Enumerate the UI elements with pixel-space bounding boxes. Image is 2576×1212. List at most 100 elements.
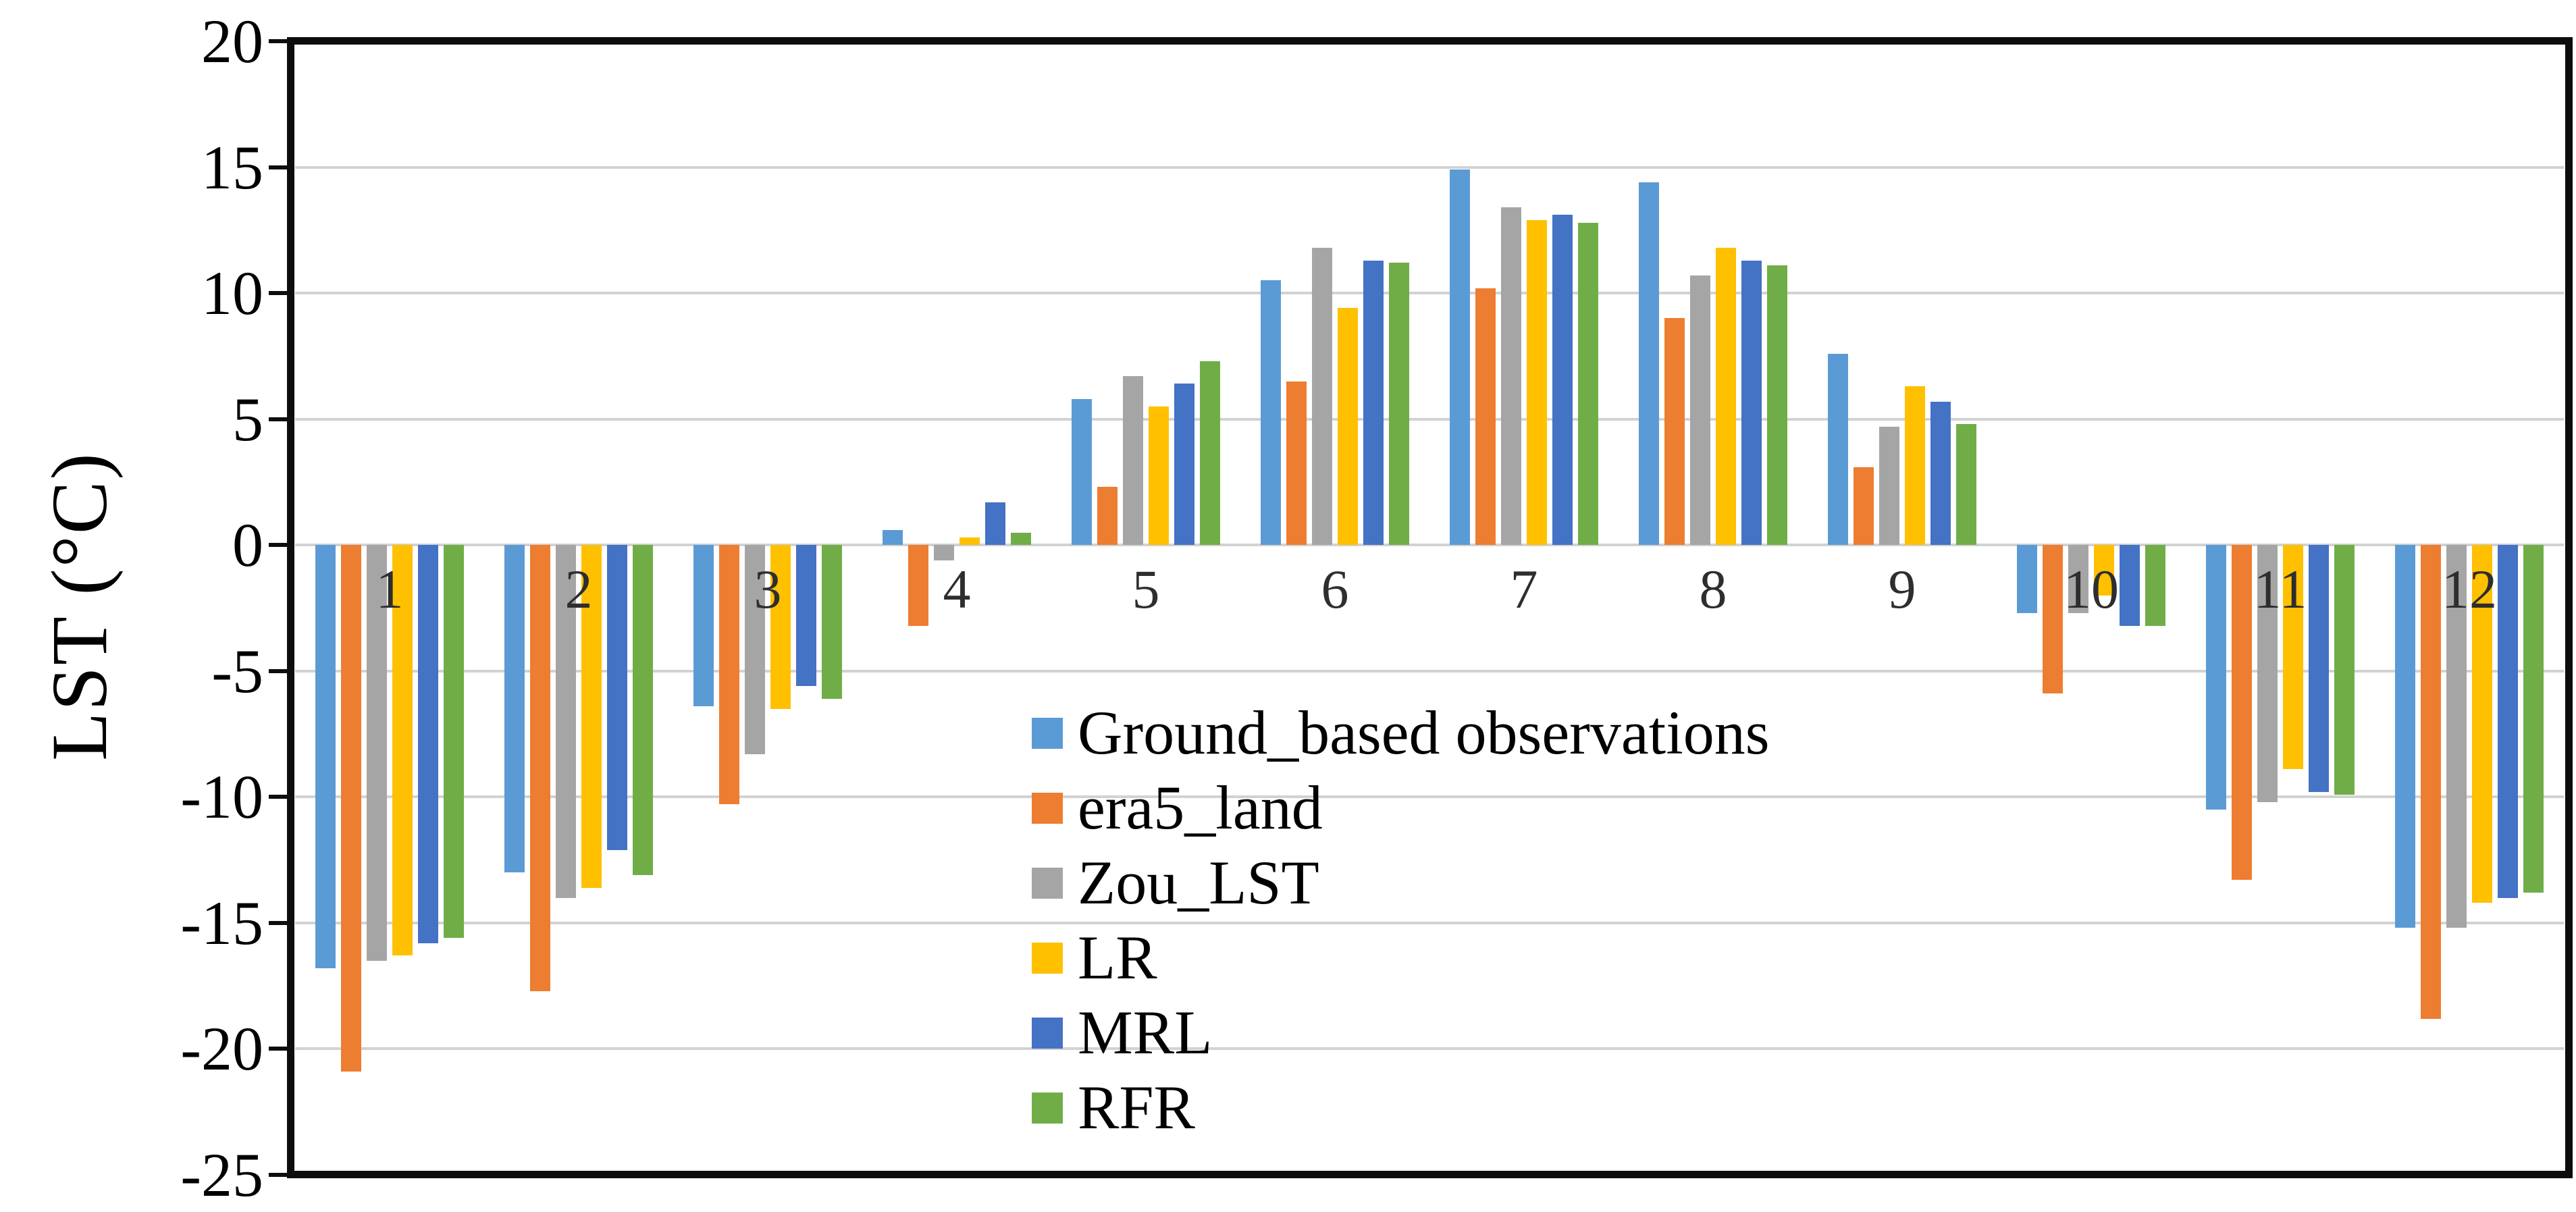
bar-rfr-month-9 xyxy=(1956,424,1976,546)
bar-era5-land-month-3 xyxy=(719,545,739,805)
legend-swatch-icon xyxy=(1032,942,1063,974)
legend-label: RFR xyxy=(1078,1073,1195,1142)
bar-era5-land-month-9 xyxy=(1854,467,1874,546)
y-tick-mark xyxy=(269,39,289,43)
gridline--5 xyxy=(295,669,2564,673)
plot-area xyxy=(287,37,2573,1178)
legend-item-era5-land: era5_land xyxy=(1032,776,1770,840)
bar-ground-based-observations-month-7 xyxy=(1450,169,1470,546)
gridline--15 xyxy=(295,921,2564,924)
y-tick-label: -5 xyxy=(211,636,263,706)
legend-swatch-icon xyxy=(1032,1092,1063,1124)
bar-era5-land-month-11 xyxy=(2232,545,2252,880)
bar-ground-based-observations-month-8 xyxy=(1639,182,1659,546)
bar-ground-based-observations-month-6 xyxy=(1261,280,1281,546)
y-tick-mark xyxy=(269,291,289,296)
legend-item-lr: LR xyxy=(1032,926,1770,990)
legend-label: LR xyxy=(1078,923,1157,992)
y-tick-label: 15 xyxy=(201,132,263,202)
x-tick-label-1: 1 xyxy=(375,558,404,621)
bar-era5-land-month-12 xyxy=(2421,545,2441,1019)
y-tick-mark xyxy=(269,795,289,799)
bar-lr-month-4 xyxy=(960,537,980,546)
bar-lr-month-6 xyxy=(1338,308,1358,546)
bar-lr-month-1 xyxy=(392,545,413,956)
bar-rfr-month-4 xyxy=(1011,532,1031,546)
bar-lr-month-2 xyxy=(581,545,602,888)
bar-lr-month-3 xyxy=(770,545,791,709)
bar-ground-based-observations-month-11 xyxy=(2206,545,2226,810)
bar-ground-based-observations-month-4 xyxy=(883,529,903,546)
y-tick-mark xyxy=(269,668,289,673)
bar-lr-month-9 xyxy=(1905,386,1925,546)
y-axis-title: LST (°C) xyxy=(35,452,124,761)
bar-mrl-month-4 xyxy=(985,502,1005,546)
bar-rfr-month-2 xyxy=(633,545,653,875)
bar-mrl-month-9 xyxy=(1930,401,1951,546)
bar-rfr-month-7 xyxy=(1578,222,1598,546)
bar-rfr-month-1 xyxy=(444,545,464,939)
y-tick-label: -20 xyxy=(180,1014,263,1084)
bar-zou-lst-month-8 xyxy=(1690,275,1710,546)
y-tick-label: -25 xyxy=(180,1140,263,1209)
bar-rfr-month-6 xyxy=(1389,263,1409,546)
x-tick-label-11: 11 xyxy=(2253,558,2307,621)
bar-lr-month-5 xyxy=(1149,406,1169,546)
bar-mrl-month-3 xyxy=(796,545,816,687)
legend: Ground_based observations era5_land Zou_LS… xyxy=(1032,701,1770,1151)
bar-zou-lst-month-2 xyxy=(556,545,576,898)
legend-item-zou-lst: Zou_LST xyxy=(1032,851,1770,915)
gridline--20 xyxy=(295,1047,2564,1051)
x-tick-label-2: 2 xyxy=(564,558,593,621)
bar-mrl-month-2 xyxy=(607,545,627,850)
bar-era5-land-month-7 xyxy=(1475,288,1496,546)
bar-mrl-month-8 xyxy=(1741,260,1762,546)
bar-zou-lst-month-9 xyxy=(1879,426,1899,546)
bar-lr-month-7 xyxy=(1527,219,1547,546)
y-tick-label: -10 xyxy=(180,762,263,832)
y-tick-mark xyxy=(269,920,289,925)
x-tick-label-4: 4 xyxy=(943,558,971,621)
bar-ground-based-observations-month-10 xyxy=(2017,545,2037,613)
bar-rfr-month-10 xyxy=(2145,545,2165,626)
bar-era5-land-month-5 xyxy=(1097,487,1118,546)
legend-swatch-icon xyxy=(1032,1017,1063,1049)
bar-lr-month-10 xyxy=(2094,545,2114,596)
x-tick-label-9: 9 xyxy=(1888,558,1916,621)
gridline-0 xyxy=(295,544,2564,547)
gridline--10 xyxy=(295,795,2564,799)
bar-zou-lst-month-12 xyxy=(2446,545,2467,928)
bar-lr-month-8 xyxy=(1716,247,1736,546)
bar-rfr-month-5 xyxy=(1200,361,1220,546)
bar-ground-based-observations-month-2 xyxy=(504,545,525,873)
y-tick-mark xyxy=(269,417,289,421)
bar-rfr-month-3 xyxy=(822,545,842,699)
bar-zou-lst-month-4 xyxy=(934,545,954,560)
gridline-10 xyxy=(295,292,2564,295)
bar-ground-based-observations-month-5 xyxy=(1072,398,1092,546)
legend-swatch-icon xyxy=(1032,717,1063,749)
legend-swatch-icon xyxy=(1032,792,1063,824)
bar-mrl-month-12 xyxy=(2498,545,2518,898)
x-tick-label-6: 6 xyxy=(1321,558,1349,621)
bar-era5-land-month-2 xyxy=(530,545,550,991)
bar-era5-land-month-1 xyxy=(341,545,361,1072)
legend-item-ground-based-observations: Ground_based observations xyxy=(1032,701,1770,765)
bar-era5-land-month-10 xyxy=(2043,545,2063,694)
y-tick-mark xyxy=(269,1047,289,1051)
bar-mrl-month-10 xyxy=(2120,545,2140,626)
bar-mrl-month-1 xyxy=(418,545,438,943)
bar-era5-land-month-6 xyxy=(1286,381,1307,546)
y-tick-mark xyxy=(269,165,289,169)
bar-zou-lst-month-11 xyxy=(2257,545,2278,802)
bar-ground-based-observations-month-3 xyxy=(693,545,714,706)
bar-zou-lst-month-6 xyxy=(1312,247,1332,546)
legend-item-rfr: RFR xyxy=(1032,1076,1770,1140)
x-tick-label-5: 5 xyxy=(1132,558,1160,621)
x-tick-label-12: 12 xyxy=(2442,558,2497,621)
bar-lr-month-11 xyxy=(2283,545,2303,770)
bar-rfr-month-11 xyxy=(2334,545,2355,795)
y-tick-label: 5 xyxy=(232,384,263,454)
y-tick-mark xyxy=(269,543,289,548)
